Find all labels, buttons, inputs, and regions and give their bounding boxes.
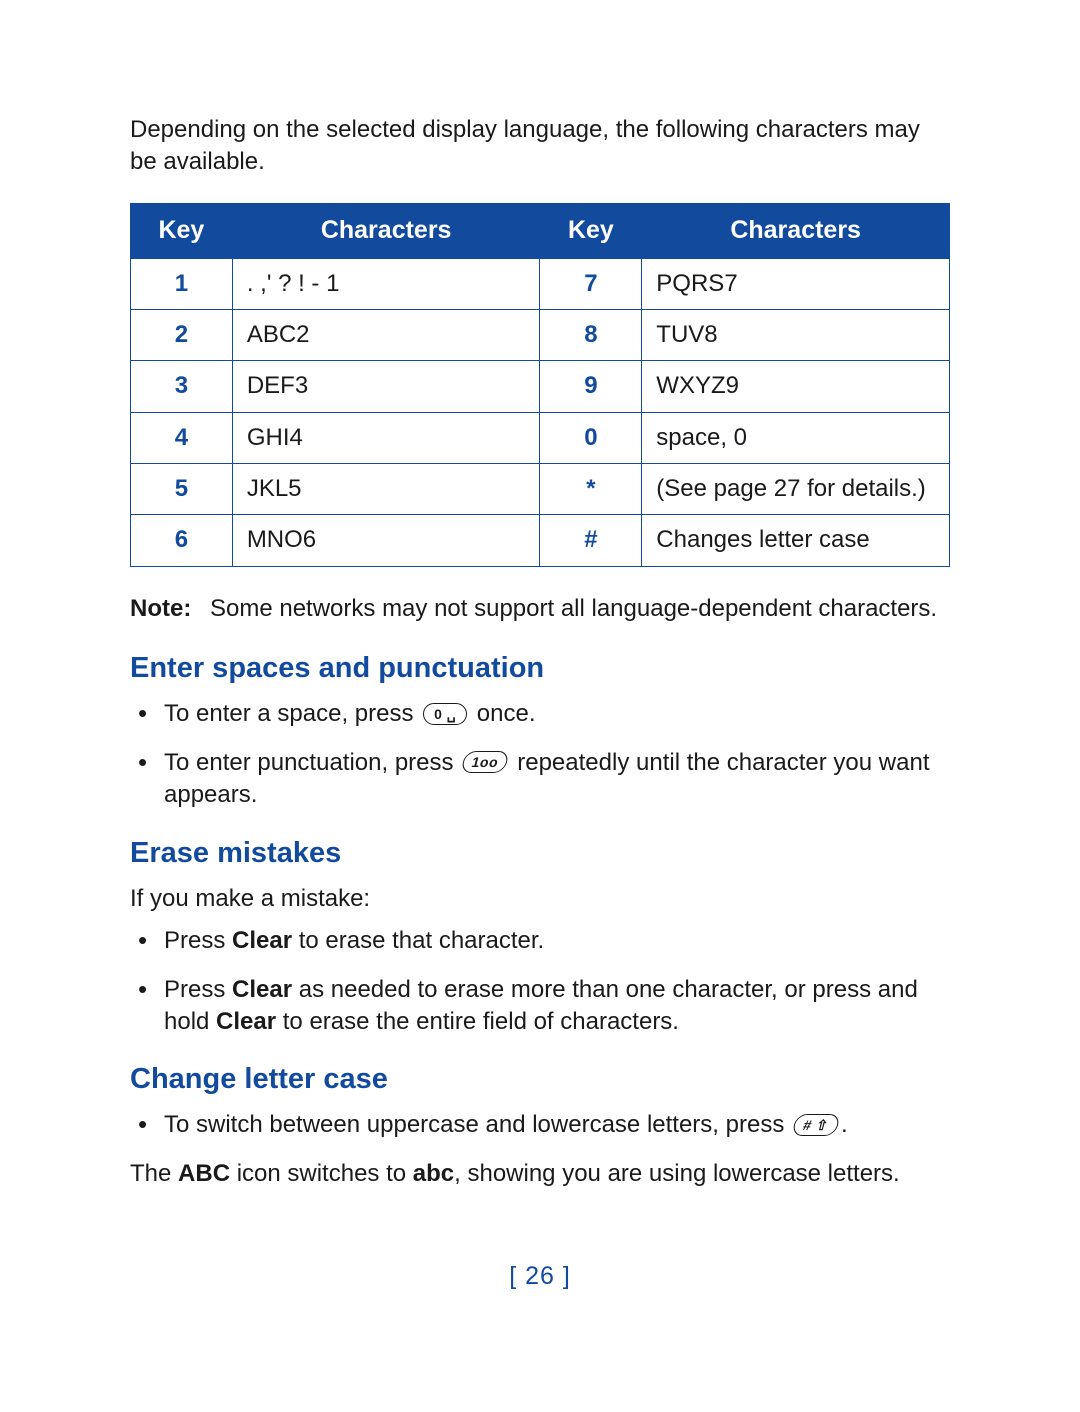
char-cell-right: space, 0	[642, 412, 950, 463]
char-cell-right: PQRS7	[642, 258, 950, 309]
char-cell-left: GHI4	[232, 412, 540, 463]
key-cell-left: 2	[131, 309, 233, 360]
th-key-left: Key	[131, 203, 233, 258]
table-row: 4GHI40space, 0	[131, 412, 950, 463]
phone-key-icon: 0 ␣	[423, 703, 467, 725]
char-cell-left: JKL5	[232, 464, 540, 515]
key-cell-right: 8	[540, 309, 642, 360]
icon-label: abc	[413, 1160, 454, 1187]
table-row: 2ABC28TUV8	[131, 309, 950, 360]
key-cell-right: #	[540, 515, 642, 566]
table-row: 6MNO6#Changes letter case	[131, 515, 950, 566]
key-cell-right: 0	[540, 412, 642, 463]
clear-key-label: Clear	[232, 927, 292, 954]
note-text: Some networks may not support all langua…	[210, 593, 950, 625]
note-block: Note: Some networks may not support all …	[130, 593, 950, 625]
table-row: 1. ,' ? ! - 17PQRS7	[131, 258, 950, 309]
th-chars-left: Characters	[232, 203, 540, 258]
heading-case: Change letter case	[130, 1060, 950, 1099]
list-item: To enter a space, press 0 ␣ once.	[130, 698, 950, 730]
list-item: To enter punctuation, press 1oo repeated…	[130, 747, 950, 812]
clear-key-label: Clear	[232, 976, 292, 1003]
heading-spaces: Enter spaces and punctuation	[130, 649, 950, 688]
char-cell-left: . ,' ? ! - 1	[232, 258, 540, 309]
keymap-table: Key Characters Key Characters 1. ,' ? ! …	[130, 203, 950, 567]
key-cell-left: 6	[131, 515, 233, 566]
phone-key-icon: 1oo	[460, 751, 510, 773]
char-cell-right: (See page 27 for details.)	[642, 464, 950, 515]
list-item: To switch between uppercase and lowercas…	[130, 1109, 950, 1141]
list-item: Press Clear as needed to erase more than…	[130, 974, 950, 1039]
case-tail: The ABC icon switches to abc, showing yo…	[130, 1158, 950, 1190]
note-label: Note:	[130, 593, 210, 625]
key-cell-right: *	[540, 464, 642, 515]
char-cell-left: ABC2	[232, 309, 540, 360]
page-number: [ 26 ]	[130, 1260, 950, 1294]
char-cell-right: WXYZ9	[642, 361, 950, 412]
key-cell-left: 3	[131, 361, 233, 412]
key-cell-left: 4	[131, 412, 233, 463]
icon-label: ABC	[178, 1160, 230, 1187]
key-cell-right: 9	[540, 361, 642, 412]
key-cell-right: 7	[540, 258, 642, 309]
th-key-right: Key	[540, 203, 642, 258]
clear-key-label: Clear	[216, 1008, 276, 1035]
table-row: 5JKL5*(See page 27 for details.)	[131, 464, 950, 515]
th-chars-right: Characters	[642, 203, 950, 258]
intro-text: Depending on the selected display langua…	[130, 114, 950, 179]
phone-key-icon: # ⇧	[791, 1114, 840, 1136]
char-cell-left: MNO6	[232, 515, 540, 566]
key-cell-left: 5	[131, 464, 233, 515]
list-item: Press Clear to erase that character.	[130, 925, 950, 957]
char-cell-right: Changes letter case	[642, 515, 950, 566]
case-bullets: To switch between uppercase and lowercas…	[130, 1109, 950, 1141]
heading-erase: Erase mistakes	[130, 834, 950, 873]
spaces-bullets: To enter a space, press 0 ␣ once. To ente…	[130, 698, 950, 811]
erase-bullets: Press Clear to erase that character. Pres…	[130, 925, 950, 1038]
erase-lead: If you make a mistake:	[130, 883, 950, 915]
char-cell-right: TUV8	[642, 309, 950, 360]
char-cell-left: DEF3	[232, 361, 540, 412]
key-cell-left: 1	[131, 258, 233, 309]
table-row: 3DEF39WXYZ9	[131, 361, 950, 412]
